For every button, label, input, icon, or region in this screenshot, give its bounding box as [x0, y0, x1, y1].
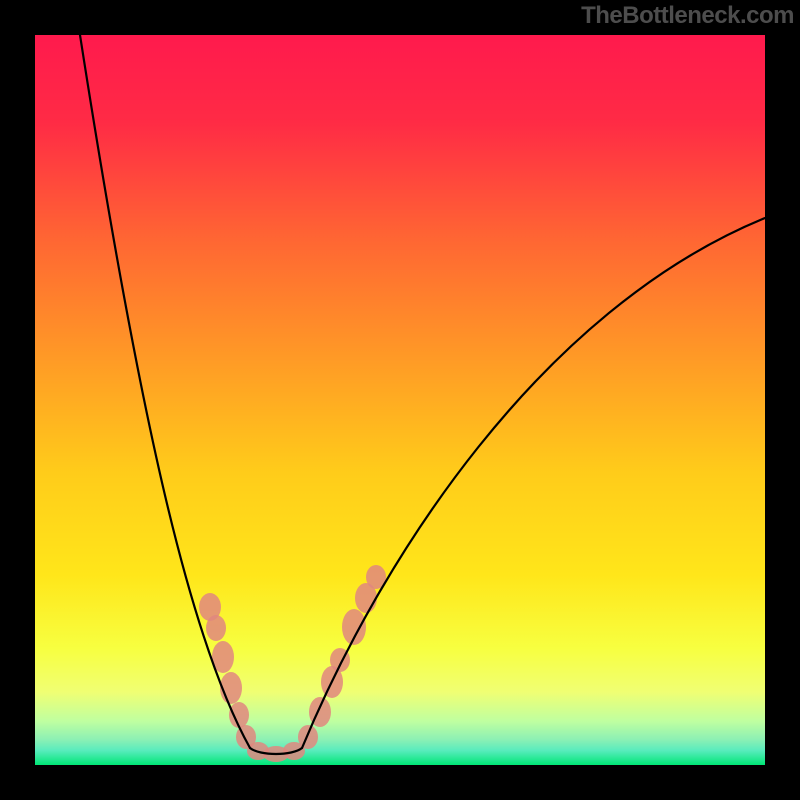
watermark-label: TheBottleneck.com	[579, 0, 800, 32]
data-marker	[298, 725, 318, 749]
chart-frame: TheBottleneck.com	[0, 0, 800, 800]
data-marker	[206, 615, 226, 641]
bottleneck-chart	[0, 0, 800, 800]
